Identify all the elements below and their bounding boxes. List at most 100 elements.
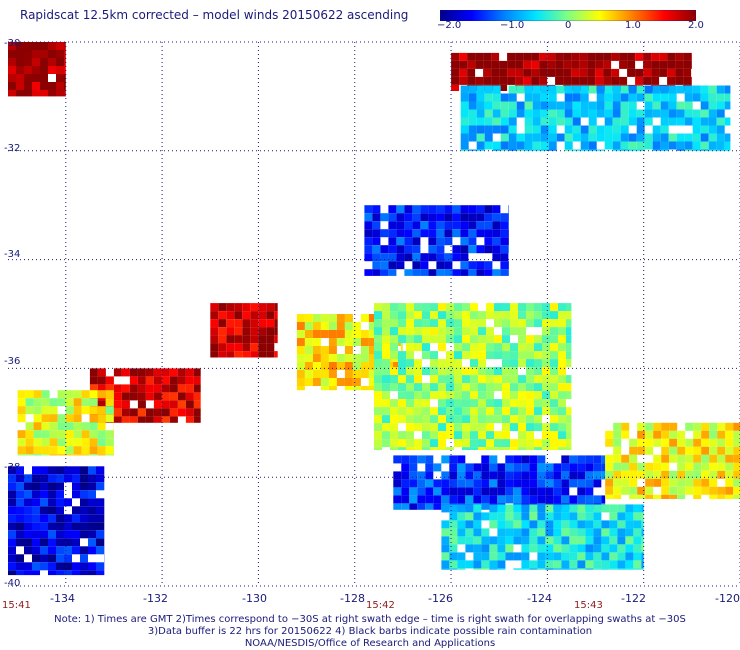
wind-cell: [553, 568, 562, 570]
wind-cell: [502, 423, 510, 432]
wind-cell: [430, 367, 438, 376]
wind-cell: [534, 415, 542, 424]
wind-cell: [502, 359, 510, 368]
wind-cell: [368, 346, 377, 354]
footnote-line: 3)Data buffer is 22 hrs for 20150622 4) …: [147, 626, 593, 637]
wind-cell: [700, 101, 709, 110]
wind-cell: [588, 109, 597, 118]
wind-cell: [700, 149, 709, 151]
wind-cell: [550, 367, 558, 376]
wind-cell: [388, 261, 397, 270]
wind-cell: [605, 462, 614, 471]
wind-cell: [566, 447, 572, 450]
wind-cell: [390, 447, 398, 450]
wind-cell: [422, 343, 430, 352]
wind-cell: [625, 536, 634, 545]
wind-cell: [667, 76, 676, 85]
wind-cell: [683, 68, 692, 77]
wind-cell: [48, 530, 56, 539]
wind-cell: [701, 430, 710, 439]
wind-cell: [80, 562, 88, 571]
wind-cell: [210, 351, 219, 358]
wind-cell: [561, 495, 570, 504]
wind-cell: [534, 399, 542, 408]
wind-cell: [374, 423, 382, 432]
wind-cell: [505, 495, 514, 504]
wind-cell: [619, 76, 628, 85]
wind-cell: [550, 375, 558, 384]
wind-cell: [17, 438, 26, 447]
wind-cell: [621, 486, 630, 495]
wind-cell: [16, 58, 24, 66]
wind-cell: [716, 101, 725, 110]
wind-cell: [145, 376, 154, 385]
wind-cell: [669, 438, 678, 447]
wind-cell: [635, 52, 644, 61]
wind-cell: [449, 479, 458, 488]
wind-cell: [478, 367, 486, 376]
wind-cell: [16, 474, 24, 483]
wind-cell: [494, 375, 502, 384]
wind-cell: [438, 391, 446, 400]
wind-cell: [430, 319, 438, 328]
wind-cell: [374, 375, 382, 384]
wind-cell: [312, 338, 321, 346]
wind-cell: [553, 512, 562, 521]
wind-cell: [473, 504, 482, 513]
wind-cell: [364, 213, 373, 222]
wind-cell: [601, 471, 606, 480]
wind-cell: [210, 335, 219, 344]
wind-cell: [588, 85, 597, 94]
wind-cell: [502, 343, 510, 352]
wind-cell: [593, 463, 602, 472]
wind-cell: [41, 398, 50, 407]
wind-cell: [32, 74, 40, 82]
wind-cell: [524, 149, 533, 151]
wind-cell: [585, 504, 594, 513]
wind-cell: [494, 383, 502, 392]
wind-cell: [508, 93, 517, 102]
wind-cell: [621, 430, 630, 439]
wind-cell: [80, 546, 88, 555]
wind-cell: [242, 343, 251, 352]
wind-cell: [611, 76, 620, 85]
wind-cell: [422, 447, 430, 450]
wind-cell: [404, 229, 413, 238]
wind-cell: [620, 109, 629, 118]
wind-cell: [569, 455, 578, 464]
wind-cell: [320, 378, 329, 386]
wind-cell: [468, 213, 477, 222]
wind-cell: [32, 562, 40, 571]
wind-cell: [296, 322, 305, 330]
wind-cell: [588, 101, 597, 110]
wind-cell: [668, 85, 677, 94]
wind-cell: [465, 463, 474, 472]
wind-cell: [637, 470, 646, 479]
wind-cell: [465, 560, 474, 569]
wind-cell: [414, 335, 422, 344]
wind-cell: [65, 438, 74, 447]
wind-cell: [97, 438, 106, 447]
wind-cell: [566, 303, 572, 312]
wind-cell: [412, 253, 421, 262]
wind-cell: [412, 213, 421, 222]
wind-cell: [700, 125, 709, 134]
wind-cell: [25, 430, 34, 439]
wind-cell: [545, 552, 554, 561]
wind-cell: [637, 430, 646, 439]
wind-cell: [360, 346, 369, 354]
wind-cell: [494, 447, 502, 450]
wind-cell: [40, 482, 48, 491]
wind-cell: [266, 351, 275, 358]
wind-cell: [547, 52, 556, 61]
wind-cell: [404, 269, 413, 276]
wind-cell: [56, 506, 64, 515]
wind-cell: [585, 463, 594, 472]
wind-cell: [250, 327, 259, 336]
wind-cell: [651, 68, 660, 77]
wind-cell: [438, 431, 446, 440]
wind-cell: [460, 149, 469, 151]
wind-cell: [593, 479, 602, 488]
wind-cell: [438, 303, 446, 312]
wind-cell: [41, 438, 50, 447]
